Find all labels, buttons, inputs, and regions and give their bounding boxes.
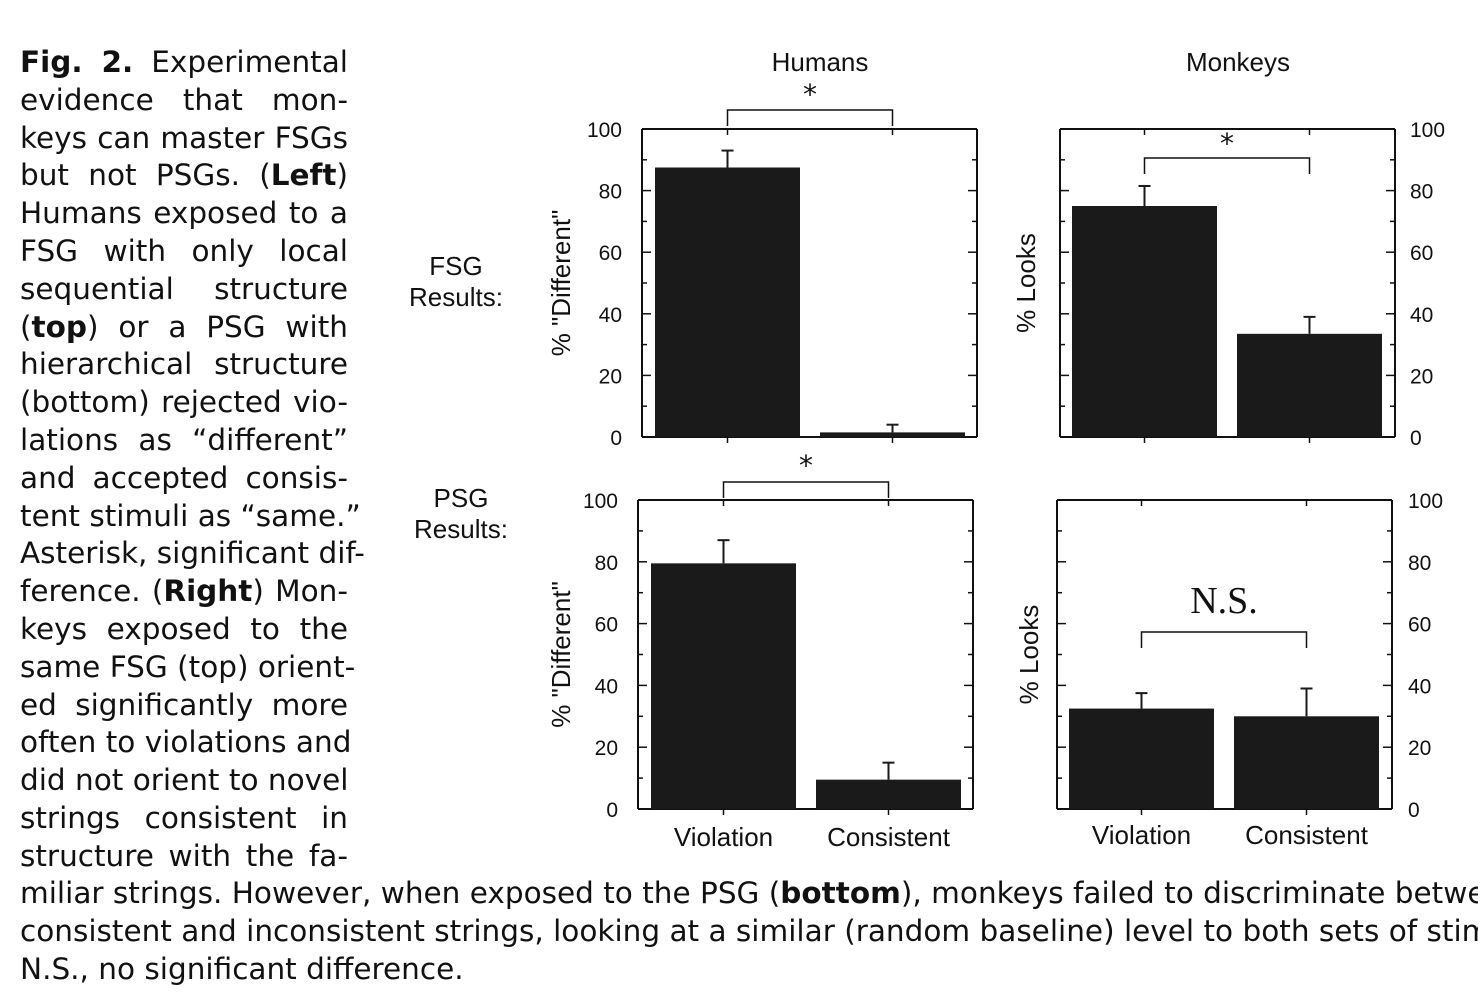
y-tick-label: 20	[1410, 365, 1433, 388]
caption-side-line: Humans exposed to a	[20, 196, 348, 231]
significance-asterisk: *	[1220, 127, 1234, 160]
significance-bracket	[722, 481, 890, 498]
y-tick-label: 80	[599, 181, 622, 204]
bar-consistent	[820, 432, 965, 437]
bar-violation	[655, 167, 800, 437]
y-tick-label: 80	[1408, 552, 1431, 575]
y-tick-label: 80	[1410, 181, 1433, 204]
significance-bracket	[1140, 631, 1308, 648]
y-tick-label: 100	[1410, 119, 1445, 142]
x-category-label: Violation	[1092, 820, 1191, 850]
y-tick-label: 20	[595, 737, 618, 760]
y-axis-label: % "Different"	[546, 581, 576, 728]
row-label-psg-line1: PSG	[434, 483, 489, 513]
caption-side-line: but not PSGs. (Left)	[20, 158, 348, 193]
bar-consistent	[1234, 716, 1379, 809]
significance-bracket	[726, 109, 894, 126]
caption-side-line: evidence that mon-	[20, 82, 348, 117]
significance-bracket	[1143, 157, 1311, 174]
y-tick-label: 0	[1408, 799, 1420, 822]
y-tick-label: 60	[1410, 242, 1433, 265]
x-category-label: Violation	[674, 822, 773, 852]
y-tick-label: 60	[1408, 614, 1431, 637]
figure-caption-bottom: miliar strings. However, when exposed to…	[20, 875, 1478, 988]
caption-side-line: hierarchical structure	[20, 347, 348, 382]
caption-side-line: lations as “different”	[20, 422, 348, 457]
x-category-label: Consistent	[1245, 820, 1369, 850]
caption-side-line: (top) or a PSG with	[20, 309, 348, 344]
y-tick-label: 60	[595, 614, 618, 637]
significance-asterisk: *	[803, 78, 817, 111]
row-label-fsg-line2: Results:	[409, 282, 503, 312]
y-tick-label: 0	[610, 427, 622, 450]
caption-side-line: FSG with only local	[20, 233, 348, 268]
caption-side-line: sequential structure	[20, 271, 348, 306]
caption-side-line: (bottom) rejected vio-	[20, 385, 348, 420]
bar-consistent	[816, 779, 961, 809]
caption-side-line: Fig. 2. Experimental	[20, 45, 348, 79]
y-tick-label: 80	[595, 552, 618, 575]
y-axis-label: % "Different"	[546, 210, 576, 357]
bar-violation	[1069, 708, 1214, 809]
y-tick-label: 40	[599, 304, 622, 327]
y-tick-label: 40	[1410, 304, 1433, 327]
caption-bottom-line: miliar strings. However, when exposed to…	[20, 876, 1478, 910]
not-significant-label: N.S.	[1190, 580, 1258, 622]
caption-side-line: strings consistent in	[20, 800, 348, 835]
y-tick-label: 100	[583, 490, 618, 513]
caption-side-line: tent stimuli as “same.”	[20, 498, 361, 533]
caption-side-line: and accepted consis-	[20, 460, 348, 495]
caption-side-line: keys can master FSGs	[20, 120, 348, 155]
y-tick-label: 20	[1408, 737, 1431, 760]
y-tick-label: 20	[599, 365, 622, 388]
y-tick-label: 40	[595, 675, 618, 698]
caption-side-line: often to violations and	[20, 725, 352, 760]
y-tick-label: 100	[587, 119, 622, 142]
caption-side-line: structure with the fa-	[20, 838, 348, 873]
row-label-psg-line2: Results:	[414, 514, 508, 544]
y-tick-label: 60	[599, 242, 622, 265]
row-label-fsg-line1: FSG	[429, 251, 482, 281]
caption-side-line: same FSG (top) orient-	[20, 649, 356, 684]
caption-side-line: ed significantly more	[20, 687, 348, 722]
y-axis-label: % Looks	[1014, 605, 1044, 705]
significance-asterisk: *	[799, 449, 813, 482]
y-tick-label: 40	[1408, 675, 1431, 698]
caption-side-line: Asterisk, significant dif-	[20, 536, 365, 571]
y-tick-label: 0	[1410, 427, 1422, 450]
bar-violation	[651, 563, 796, 809]
caption-bottom-line: consistent and inconsistent strings, loo…	[20, 913, 1478, 948]
y-axis-label: % Looks	[1011, 233, 1041, 333]
column-title-humans: Humans	[772, 47, 869, 77]
y-tick-label: 0	[606, 799, 618, 822]
caption-bottom-line: N.S., no significant difference.	[20, 951, 464, 986]
bar-consistent	[1237, 333, 1382, 437]
bar-violation	[1072, 206, 1217, 437]
caption-side-line: ference. (Right) Mon-	[20, 574, 349, 609]
x-category-label: Consistent	[827, 822, 951, 852]
y-tick-label: 100	[1408, 490, 1443, 513]
column-title-monkeys: Monkeys	[1186, 47, 1290, 77]
caption-side-line: keys exposed to the	[20, 611, 348, 646]
caption-side-line: did not orient to novel	[20, 763, 349, 798]
figure-caption-side: Fig. 2. Experimental evidence that mon-ke…	[20, 44, 365, 876]
